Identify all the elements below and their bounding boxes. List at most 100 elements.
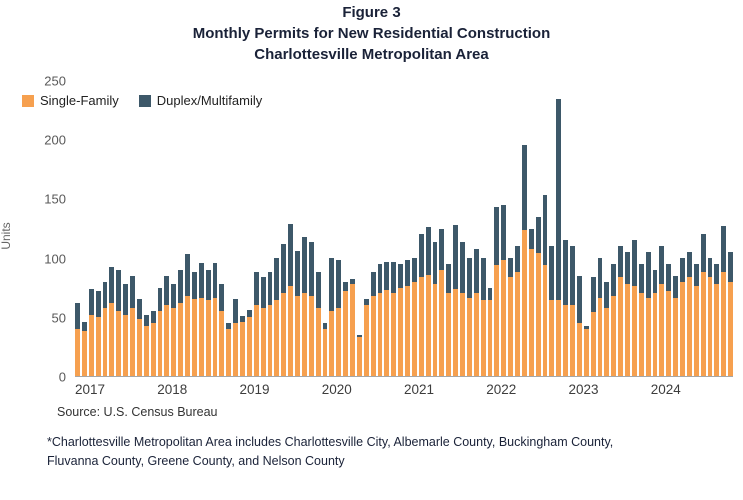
bar-group [288, 81, 293, 376]
legend-swatch-multifamily [138, 94, 151, 107]
bar-segment-multifamily [673, 275, 678, 299]
bar-segment-single-family [700, 272, 706, 376]
bar-group [432, 81, 438, 376]
bar-group [130, 81, 135, 376]
bar-segment-multifamily [240, 315, 245, 322]
bar-group [480, 81, 486, 376]
bar-group [515, 81, 520, 376]
bar-segment-multifamily [618, 246, 623, 277]
bar-segment-single-family [618, 276, 623, 376]
bar-segment-single-family [515, 272, 520, 376]
bar-segment-multifamily [515, 246, 520, 273]
bar-segment-multifamily [714, 263, 720, 284]
bar-group [343, 81, 348, 376]
bar-group [88, 81, 94, 376]
bar-segment-multifamily [246, 309, 252, 317]
bar-group [666, 81, 672, 376]
bar-segment-single-family [480, 300, 486, 376]
bar-segment-multifamily [604, 281, 610, 308]
bar-segment-single-family [521, 229, 527, 376]
bar-segment-multifamily [102, 281, 108, 308]
bar-segment-multifamily [143, 314, 149, 327]
bar-segment-multifamily [288, 223, 293, 287]
bar-group [453, 81, 458, 376]
bar-segment-single-family [260, 307, 266, 376]
bar-segment-multifamily [81, 321, 87, 332]
bar-group [295, 81, 300, 376]
bar-group [253, 81, 259, 376]
bar-segment-multifamily [418, 234, 424, 277]
bar-segment-single-family [439, 269, 445, 376]
bar-segment-multifamily [453, 224, 458, 289]
bar-group [686, 81, 692, 376]
y-tick-label: 0 [58, 369, 66, 385]
bar-segment-multifamily [398, 263, 403, 288]
bar-group [315, 81, 321, 376]
bar-group [384, 81, 390, 376]
bar-segment-multifamily [343, 281, 348, 292]
chart: Units 0 50 100 150 200 250 Single-Family Dupl… [0, 74, 743, 397]
bar-group [191, 81, 197, 376]
bar-segment-multifamily [446, 263, 452, 294]
bar-segment-multifamily [75, 302, 80, 329]
bar-group [233, 81, 238, 376]
bar-segment-single-family [453, 288, 458, 376]
bar-segment-single-family [501, 260, 507, 376]
bar-segment-multifamily [487, 287, 493, 301]
bar-segment-multifamily [597, 258, 603, 299]
figure-title: Figure 3 Monthly Permits for New Residen… [0, 0, 743, 65]
bar-segment-single-family [198, 298, 204, 376]
bar-segment-single-family [680, 281, 685, 376]
bar-segment-multifamily [707, 258, 713, 277]
bar-segment-multifamily [556, 98, 562, 301]
bar-segment-single-family [143, 326, 149, 376]
bar-segment-single-family [109, 302, 115, 376]
bar-group [466, 81, 472, 376]
bar-group [363, 81, 369, 376]
bar-segment-single-family [398, 287, 403, 376]
bar-group [370, 81, 376, 376]
bar-segment-single-family [95, 317, 101, 376]
bar-segment-single-family [315, 307, 321, 376]
bar-group [707, 81, 713, 376]
bar-segment-single-family [693, 286, 699, 376]
bar-segment-multifamily [645, 252, 651, 299]
bar-group [281, 81, 287, 376]
bar-group [680, 81, 685, 376]
legend: Single-Family Duplex/Multifamily [22, 93, 262, 108]
bar-segment-multifamily [191, 272, 197, 300]
bar-segment-multifamily [480, 258, 486, 301]
bar-group [576, 81, 582, 376]
x-tick-label: 2018 [157, 382, 188, 397]
bar-segment-multifamily [680, 258, 685, 282]
bar-group [75, 81, 80, 376]
bar-group [136, 81, 142, 376]
bar-segment-multifamily [686, 252, 692, 277]
footnote-line-2: Fluvanna County, Greene County, and Nels… [47, 454, 345, 468]
bar-segment-multifamily [542, 195, 548, 266]
bar-segment-single-family [191, 299, 197, 376]
bar-segment-single-family [494, 265, 500, 376]
bar-group [219, 81, 225, 376]
y-tick-label: 150 [44, 191, 66, 207]
bar-segment-multifamily [185, 254, 190, 296]
bar-segment-multifamily [116, 269, 122, 312]
bar-segment-multifamily [233, 299, 238, 323]
bar-group [198, 81, 204, 376]
bar-segment-single-family [322, 328, 328, 376]
bar-segment-single-family [301, 293, 307, 376]
bar-segment-multifamily [301, 236, 307, 294]
bar-segment-single-family [116, 311, 122, 376]
bar-segment-single-family [370, 295, 376, 376]
x-tick-label: 2021 [404, 382, 435, 397]
legend-item-multifamily: Duplex/Multifamily [138, 93, 262, 108]
bar-segment-single-family [645, 298, 651, 376]
bar-group [205, 81, 211, 376]
bar-segment-single-family [226, 328, 232, 376]
bar-segment-multifamily [411, 258, 417, 282]
bar-group [329, 81, 335, 376]
bar-segment-multifamily [625, 252, 630, 284]
bar-segment-single-family [164, 305, 170, 376]
bar-segment-single-family [308, 295, 314, 376]
bar-group [411, 81, 417, 376]
